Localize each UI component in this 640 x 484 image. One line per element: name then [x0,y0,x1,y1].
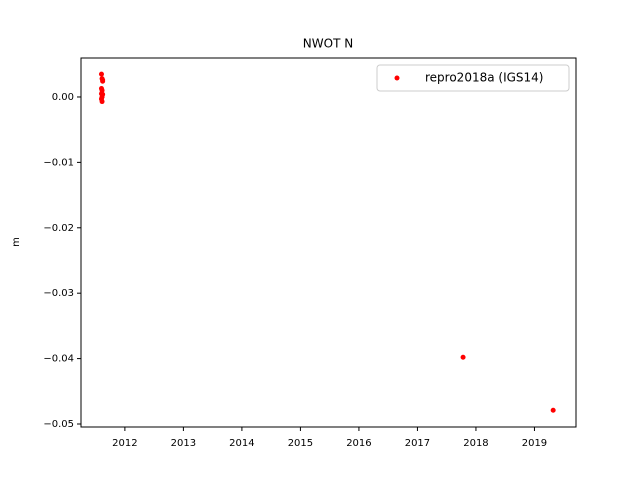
y-tick-label: −0.04 [43,354,74,365]
chart-title: NWOT N [303,37,353,51]
legend-marker [394,75,400,81]
y-tick-label: −0.01 [43,157,74,168]
y-tick-label: −0.05 [43,419,74,430]
x-tick-label: 2013 [171,438,196,449]
y-tick-label: 0.00 [52,92,74,103]
y-axis-label: m [11,237,22,247]
x-tick-label: 2019 [522,438,547,449]
x-tick-label: 2014 [229,438,254,449]
point [98,71,104,77]
x-tick-label: 2018 [463,438,488,449]
x-tick-label: 2017 [405,438,430,449]
y-tick-label: −0.03 [43,288,74,299]
legend-box [376,64,570,92]
point [100,77,106,83]
x-tick-label: 2015 [288,438,313,449]
x-tick-label: 2012 [112,438,137,449]
plot-frame [80,57,577,428]
x-tick-label: 2016 [346,438,371,449]
y-tick-label: −0.02 [43,223,74,234]
point [99,99,105,105]
point [550,407,556,413]
point [460,354,466,360]
legend-label: repro2018a (IGS14) [425,71,543,85]
